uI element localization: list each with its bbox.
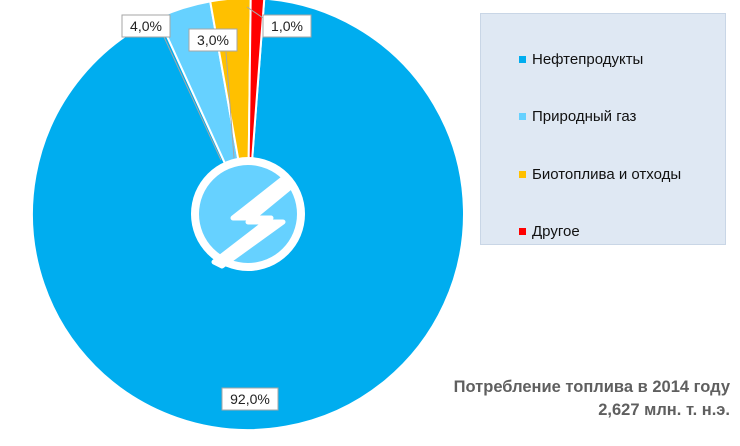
legend-swatch [519,55,526,63]
legend-label: Природный газ [532,107,637,125]
data-label-oil-products: 92,0% [221,387,279,411]
data-label-other: 1,0% [262,14,312,38]
lightning-bolt-icon [191,157,305,271]
svg-text:3,0%: 3,0% [197,32,229,48]
leader-line [163,36,222,161]
legend-swatch [519,170,526,178]
slice-other [247,0,266,215]
svg-text:92,0%: 92,0% [230,391,270,407]
chart-legend: Нефтепродукты Природный газ Биотоплива и… [480,13,726,245]
legend-swatch [519,227,526,235]
leader-line [225,51,235,159]
legend-item-biofuels: Биотоплива и отходы [519,164,681,184]
legend-label: Нефтепродукты [532,50,644,68]
chart-caption-total: 2,627 млн. т. н.э. [598,401,730,419]
data-labels: 92,0% 4,0% 3,0% 1,0% [121,14,312,411]
legend-label: Биотоплива и отходы [532,165,682,183]
chart-caption-title: Потребление топлива в 2014 году [453,378,730,396]
legend-swatch [519,112,526,120]
legend-item-natural-gas: Природный газ [519,106,636,126]
legend-label: Другое [532,222,580,240]
legend-item-oil-products: Нефтепродукты [519,49,643,69]
data-label-biofuels: 3,0% [188,28,238,52]
data-label-natural-gas: 4,0% [121,14,171,38]
svg-text:1,0%: 1,0% [271,18,303,34]
legend-item-other: Другое [519,221,580,241]
svg-text:4,0%: 4,0% [130,18,162,34]
